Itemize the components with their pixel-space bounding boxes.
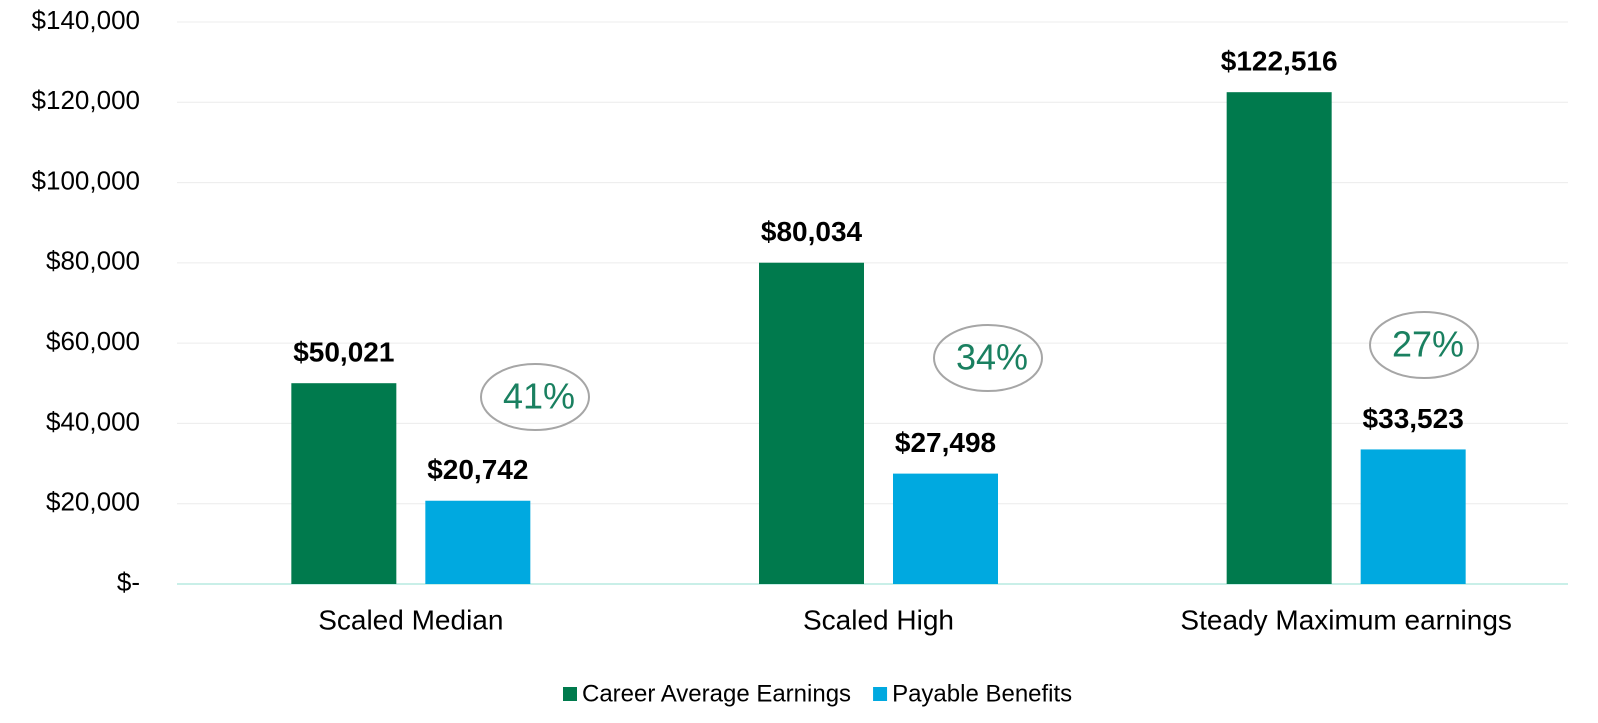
data-label: $50,021 [293, 337, 394, 368]
y-tick-label: $120,000 [32, 85, 140, 115]
legend-swatch [873, 687, 888, 701]
annotation: 34% [956, 337, 1028, 378]
bar [759, 262, 864, 584]
bar [425, 500, 531, 584]
x-tick-label: Steady Maximum earnings [1180, 604, 1511, 635]
y-tick-label: $60,000 [46, 326, 140, 356]
legend-label: Career Average Earnings [582, 680, 851, 707]
annotation-ellipse [1369, 311, 1479, 379]
annotation-ellipse [480, 363, 590, 431]
y-tick-label: $140,000 [32, 5, 140, 35]
y-tick-label: $80,000 [46, 246, 140, 276]
y-tick-label: $- [117, 567, 140, 597]
data-label: $122,516 [1221, 46, 1338, 77]
bar [291, 383, 397, 584]
data-label: $27,498 [895, 427, 996, 458]
data-label: $33,523 [1363, 403, 1464, 434]
legend-label: Payable Benefits [892, 680, 1072, 707]
y-tick-label: $100,000 [32, 165, 140, 195]
y-tick-label: $40,000 [46, 406, 140, 436]
annotation: 27% [1392, 324, 1464, 365]
y-tick-label: $20,000 [46, 487, 140, 517]
bar [1360, 449, 1466, 584]
annotation-ellipse [933, 324, 1043, 392]
legend-swatch [563, 687, 577, 701]
data-label: $80,034 [761, 216, 863, 247]
bar [893, 473, 998, 584]
x-tick-label: Scaled High [803, 604, 954, 635]
x-tick-label: Scaled Median [318, 604, 503, 635]
annotation: 41% [503, 376, 575, 417]
bar [1226, 92, 1332, 585]
data-label: $20,742 [427, 454, 528, 485]
